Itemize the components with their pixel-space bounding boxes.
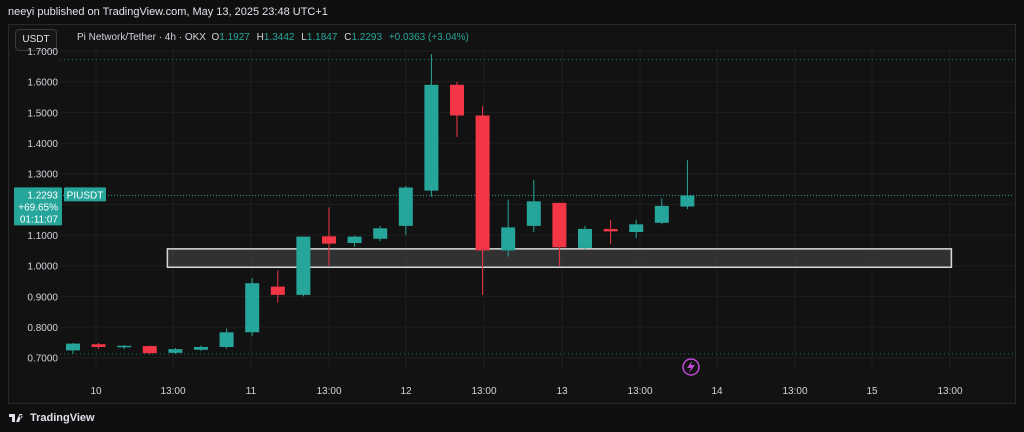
candle-body <box>117 345 132 348</box>
candle-body <box>629 224 644 232</box>
y-tick-label: 0.9000 <box>27 292 58 303</box>
legend-open-label: O <box>211 32 220 43</box>
x-tick-label: 13 <box>556 386 568 397</box>
candle-body <box>373 228 388 239</box>
candle-body <box>245 283 260 333</box>
candle-body <box>168 349 183 353</box>
legend-change: +0.0363 (+3.04%) <box>388 32 469 43</box>
tradingview-footer: TradingView <box>8 410 95 426</box>
footer-brand: TradingView <box>30 412 95 424</box>
legend-close-value: 1.2293 <box>351 32 383 43</box>
candle-body <box>219 332 234 347</box>
candle-body <box>475 115 490 251</box>
ticker-label-box <box>64 187 106 202</box>
x-tick-label: 13:00 <box>471 386 496 397</box>
y-tick-label: 1.3000 <box>27 170 58 181</box>
x-tick-label: 13:00 <box>627 386 652 397</box>
candle-body <box>398 187 413 226</box>
price-marker-percent: +69.65% <box>18 202 58 213</box>
x-tick-label: 10 <box>90 386 102 397</box>
candle-body <box>270 286 285 295</box>
legend-symbol: Pi Network/Tether · 4h · OKX <box>77 32 206 43</box>
y-tick-label: 0.7000 <box>27 354 58 365</box>
ticker-label: PIUSDT <box>67 190 104 201</box>
chart-frame[interactable]: USDT Pi Network/Tether · 4h · OKX O1.192… <box>8 24 1016 404</box>
candle-body <box>654 205 669 223</box>
candle-body <box>603 228 618 232</box>
price-marker-value: 1.2293 <box>27 190 58 201</box>
x-tick-label: 14 <box>711 386 723 397</box>
legend-low-value: 1.1847 <box>306 32 338 43</box>
publish-header: neeyi published on TradingView.com, May … <box>0 0 1024 24</box>
candle-body <box>501 227 516 251</box>
candle-body <box>347 236 362 244</box>
candle-body <box>322 236 336 244</box>
price-marker-countdown: 01:11:07 <box>20 214 59 225</box>
x-tick-label: 13:00 <box>937 386 962 397</box>
tradingview-logo-icon <box>9 414 23 422</box>
x-tick-label: 13:00 <box>160 386 185 397</box>
candle-body <box>194 347 208 350</box>
candle-body <box>66 343 80 351</box>
candle-body <box>91 344 106 347</box>
y-tick-label: 1.0000 <box>27 262 58 273</box>
lightning-bolt-icon <box>687 361 695 373</box>
candle-body <box>450 84 464 116</box>
x-tick-label: 12 <box>400 386 412 397</box>
candle-body <box>578 228 592 248</box>
lightning-icon <box>682 358 700 376</box>
candle-body <box>552 202 567 248</box>
candle-body <box>526 201 541 226</box>
legend-low-label: L <box>301 32 307 43</box>
x-tick-label: 11 <box>246 386 257 397</box>
candle-body <box>424 84 439 191</box>
legend-high-label: H <box>256 32 264 43</box>
y-tick-label: 1.5000 <box>27 108 58 119</box>
currency-button[interactable]: USDT <box>15 29 57 51</box>
y-tick-label: 0.8000 <box>27 323 58 334</box>
candle-body <box>296 236 311 295</box>
y-tick-label: 1.6000 <box>27 78 58 89</box>
legend-high-value: 1.3442 <box>263 32 295 43</box>
chart-legend: Pi Network/Tether · 4h · OKX O1.1927 H1.… <box>77 32 469 43</box>
legend-open-value: 1.1927 <box>219 32 250 43</box>
x-tick-label: 13:00 <box>316 386 341 397</box>
y-tick-label: 1.1000 <box>27 231 58 242</box>
legend-close-label: C <box>344 32 352 43</box>
x-tick-label: 13:00 <box>782 386 807 397</box>
candle-body <box>142 346 157 354</box>
candle-body <box>680 195 695 207</box>
x-tick-label: 15 <box>866 386 878 397</box>
y-tick-label: 1.7000 <box>27 47 58 58</box>
price-marker-box <box>14 187 62 226</box>
publish-line: neeyi published on TradingView.com, May … <box>8 6 328 18</box>
y-tick-label: 1.4000 <box>27 139 58 150</box>
